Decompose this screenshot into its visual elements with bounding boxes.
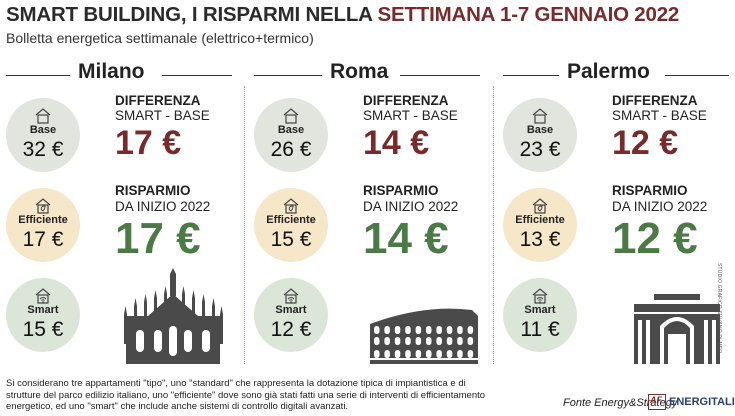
saving-value: 17 € xyxy=(115,214,201,263)
header-rule xyxy=(6,75,70,76)
difference-value: 14 € xyxy=(363,124,430,162)
house-icon xyxy=(282,107,300,124)
difference-subheading: SMART - BASE xyxy=(363,108,458,123)
graphic-credit: STUDIO GRAFICO SILVANO DI MEO xyxy=(716,263,722,354)
city-header: Roma xyxy=(248,60,480,86)
efficient-label: Efficiente xyxy=(266,214,316,226)
smart-label: Smart xyxy=(275,304,307,316)
house-wifi-icon xyxy=(34,287,52,304)
saving-value: 12 € xyxy=(612,214,698,263)
politeama-theatre-icon xyxy=(630,290,724,364)
chart-title: SMART BUILDING, I RISPARMI NELLA SETTIMA… xyxy=(6,3,679,27)
house-wifi-icon xyxy=(531,287,549,304)
house-icon xyxy=(531,107,549,124)
difference-heading: DIFFERENZA xyxy=(612,93,698,108)
colosseum-icon xyxy=(368,296,480,364)
header-rule xyxy=(254,75,322,76)
smart-circle: Smart 12 € xyxy=(254,278,328,352)
house-leaf-icon xyxy=(531,197,549,214)
house-icon xyxy=(34,107,52,124)
base-circle: Base 32 € xyxy=(6,98,80,172)
base-value: 23 € xyxy=(519,138,561,161)
efficient-value: 17 € xyxy=(22,228,64,251)
efficient-value: 13 € xyxy=(519,228,561,251)
smart-value: 15 € xyxy=(22,318,64,341)
header-rule xyxy=(503,75,559,76)
efficient-circle: Efficiente 13 € xyxy=(503,188,577,262)
base-label: Base xyxy=(277,124,305,136)
city-name: Milano xyxy=(78,60,145,83)
city-name: Palermo xyxy=(567,60,650,83)
efficient-label: Efficiente xyxy=(515,214,565,226)
efficient-value: 15 € xyxy=(270,228,312,251)
milan-cathedral-icon xyxy=(118,268,228,364)
saving-heading: RISPARMIO xyxy=(363,183,439,198)
logo-text: ENERGITALIA xyxy=(669,396,735,408)
difference-heading: DIFFERENZA xyxy=(115,93,201,108)
base-value: 26 € xyxy=(270,138,312,161)
saving-heading: RISPARMIO xyxy=(612,183,688,198)
header-rule xyxy=(400,75,480,76)
house-leaf-icon xyxy=(34,197,52,214)
header-rule xyxy=(665,75,729,76)
column-divider xyxy=(244,86,245,364)
house-leaf-icon xyxy=(282,197,300,214)
city-header: Milano xyxy=(0,60,232,86)
energitalia-logo-icon: AF xyxy=(648,394,666,410)
column-divider xyxy=(493,86,494,364)
title-main: SMART BUILDING, I RISPARMI NELLA xyxy=(6,3,378,26)
base-circle: Base 26 € xyxy=(254,98,328,172)
smart-value: 11 € xyxy=(520,318,560,341)
city-header: Palermo xyxy=(497,60,729,86)
difference-heading: DIFFERENZA xyxy=(363,93,449,108)
efficient-circle: Efficiente 15 € xyxy=(254,188,328,262)
city-column-milano: Milano Base 32 € Efficiente 17 € Smart 15 € DIF… xyxy=(0,60,244,365)
title-period: SETTIMANA 1-7 GENNAIO 2022 xyxy=(377,3,680,26)
difference-subheading: SMART - BASE xyxy=(115,108,210,123)
base-circle: Base 23 € xyxy=(503,98,577,172)
difference-value: 17 € xyxy=(115,124,182,162)
base-label: Base xyxy=(29,124,57,136)
base-label: Base xyxy=(526,124,554,136)
smart-value: 12 € xyxy=(270,318,312,341)
smart-label: Smart xyxy=(27,304,59,316)
efficient-label: Efficiente xyxy=(18,214,68,226)
difference-subheading: SMART - BASE xyxy=(612,108,707,123)
saving-subheading: DA INIZIO 2022 xyxy=(612,199,708,214)
saving-value: 14 € xyxy=(363,214,449,263)
logo-mark: AF xyxy=(650,395,662,405)
smart-circle: Smart 11 € xyxy=(503,278,577,352)
smart-label: Smart xyxy=(524,304,556,316)
base-value: 32 € xyxy=(22,138,64,161)
city-name: Roma xyxy=(330,60,389,83)
chart-subtitle: Bolletta energetica settimanale (elettri… xyxy=(6,30,314,46)
header-rule xyxy=(162,75,232,76)
difference-value: 12 € xyxy=(612,124,679,162)
footnote: Si considerano tre appartamenti "tipo", … xyxy=(6,378,486,412)
house-wifi-icon xyxy=(282,287,300,304)
smart-circle: Smart 15 € xyxy=(6,278,80,352)
efficient-circle: Efficiente 17 € xyxy=(6,188,80,262)
city-column-roma: Roma Base 26 € Efficiente 15 € Smart 12 € DIFFE… xyxy=(248,60,492,365)
saving-subheading: DA INIZIO 2022 xyxy=(363,199,459,214)
saving-subheading: DA INIZIO 2022 xyxy=(115,199,211,214)
city-column-palermo: Palermo Base 23 € Efficiente 13 € Smart 11 € DI… xyxy=(497,60,735,365)
saving-heading: RISPARMIO xyxy=(115,183,191,198)
